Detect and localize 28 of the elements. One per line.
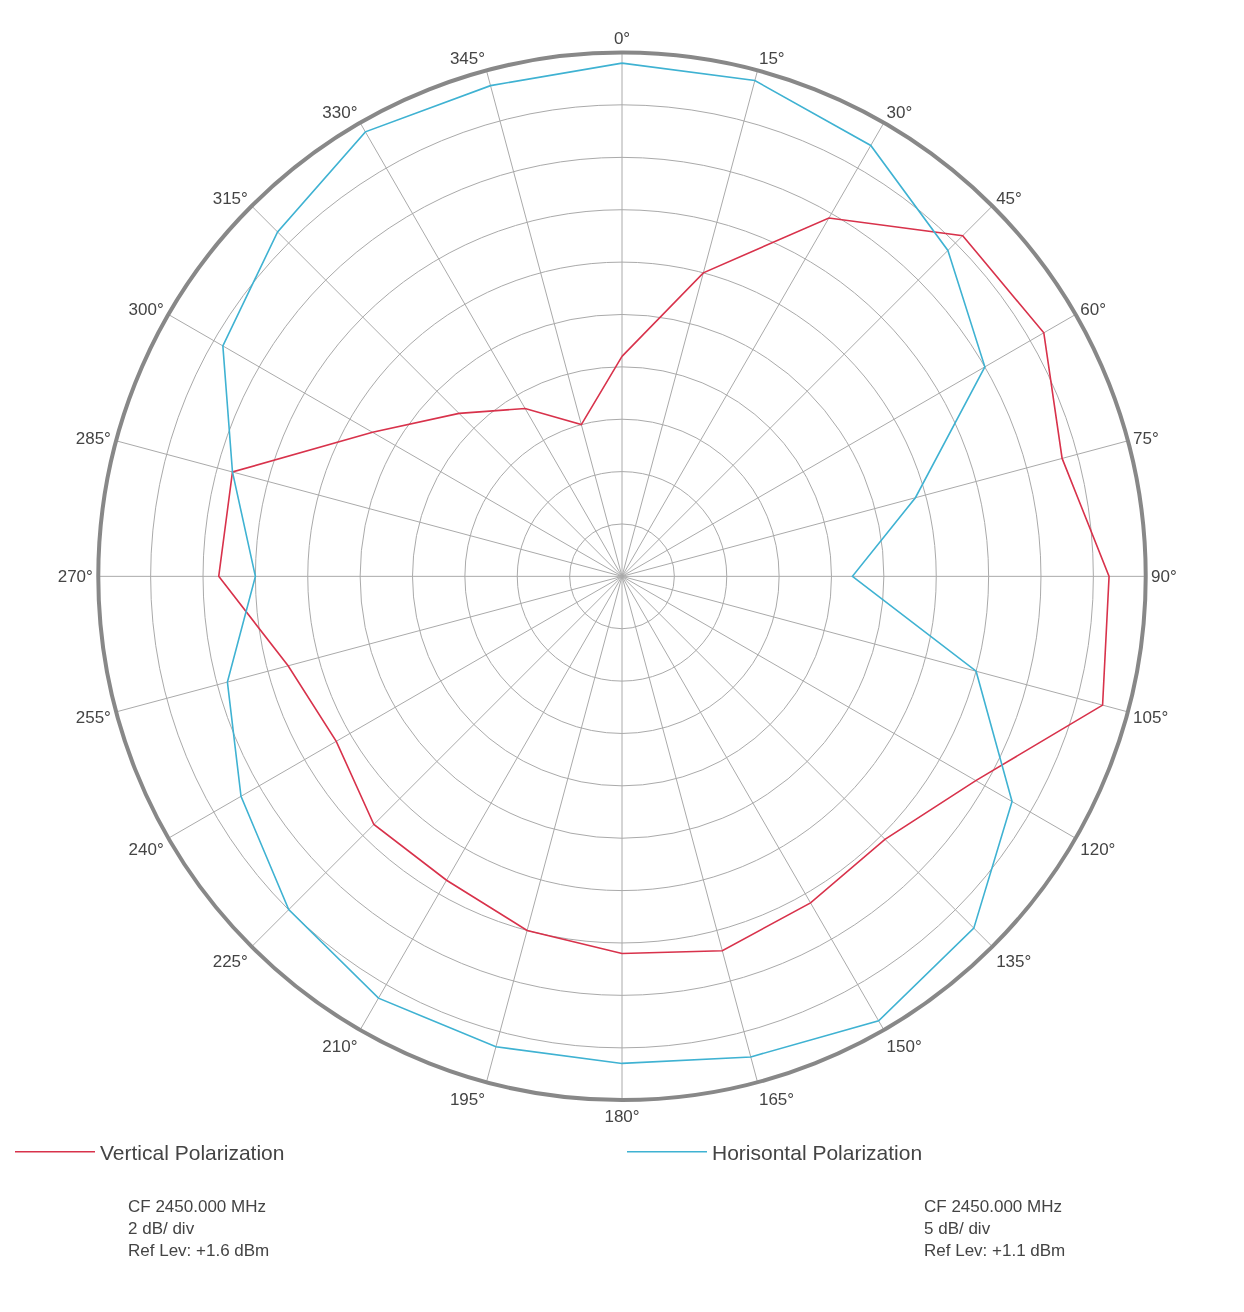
spoke-label: 240° (128, 839, 164, 859)
spoke-label: 195° (449, 1090, 486, 1110)
spoke-label: 255° (75, 708, 111, 728)
spoke-label: 75° (1133, 429, 1159, 449)
spoke-label: 30° (886, 103, 913, 123)
spoke-label: 105° (1133, 708, 1169, 728)
spoke-label: 0° (613, 28, 631, 48)
spoke-label: 150° (886, 1037, 922, 1057)
spoke-label: 135° (996, 951, 1032, 971)
spoke-label: 180° (604, 1107, 640, 1127)
text: CF 2450.000 MHz 2 dB/ div Ref Lev: +1.6 dBm (128, 1197, 270, 1261)
spoke-label: 225° (212, 951, 248, 971)
spoke-label: 300° (128, 300, 164, 320)
spoke-label: 45° (996, 189, 1022, 208)
spoke-label: 330° (322, 103, 358, 123)
legend-label: Vertical Polarization (100, 1140, 285, 1164)
spoke-label: 270° (57, 567, 93, 587)
text: CF 2450.000 MHz 5 dB/ div Ref Lev: +1.1 dBm (924, 1197, 1066, 1261)
spoke-label: 315° (212, 189, 248, 208)
spoke-label: 90° (1151, 567, 1177, 587)
spoke-label: 285° (75, 429, 111, 449)
spoke-label: 15° (758, 48, 785, 68)
spoke-label: 120° (1080, 839, 1116, 859)
spoke-label: 165° (758, 1090, 795, 1110)
spoke-label: 60° (1080, 300, 1106, 320)
spoke-label: 210° (322, 1037, 358, 1057)
spoke-label: 345° (449, 48, 486, 68)
legend-label: Horisontal Polarization (712, 1140, 923, 1164)
